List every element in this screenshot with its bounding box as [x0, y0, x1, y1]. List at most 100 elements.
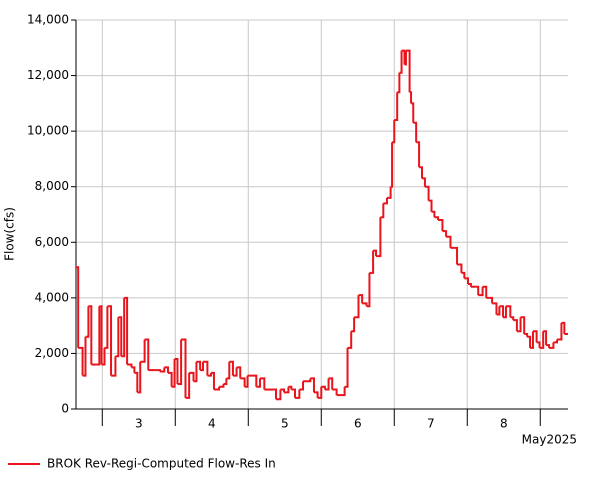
flow-step [189, 371, 195, 382]
flow-step [276, 389, 282, 401]
flow-step [496, 306, 501, 316]
flow-step [127, 363, 133, 368]
flow-step [561, 321, 566, 334]
x-day-label: 3 [135, 417, 143, 431]
flow-step [140, 339, 146, 363]
flow-step [144, 338, 150, 371]
flow-step [530, 331, 534, 349]
flow-step [461, 271, 466, 279]
flow-step [409, 91, 413, 104]
flow-step [291, 388, 296, 398]
flow-step [454, 246, 459, 265]
flow-step [524, 332, 529, 337]
flow-step [380, 203, 385, 219]
flow-step [177, 339, 183, 385]
flow-step [317, 386, 323, 399]
flow-step [104, 306, 109, 349]
flow-step [259, 377, 266, 390]
flow-step [185, 372, 191, 399]
flow-step [288, 385, 293, 390]
flow-step [513, 319, 518, 332]
flow-step [313, 391, 319, 398]
x-day-label: 7 [427, 417, 435, 431]
flow-step [464, 277, 469, 284]
y-tick-label: 0 [61, 402, 69, 416]
flow-step [428, 199, 433, 212]
x-day-label: 8 [500, 417, 508, 431]
flow-step [499, 305, 505, 318]
flow-step [434, 216, 440, 221]
y-tick-label: 8,000 [35, 179, 69, 193]
flow-step [200, 361, 205, 372]
flow-step [121, 297, 126, 358]
flow-step [303, 378, 312, 383]
flow-step [369, 250, 375, 274]
flow-step [111, 356, 117, 377]
flow-step [516, 317, 522, 333]
flow-step [273, 388, 278, 400]
flow-step [124, 296, 129, 365]
flow-step [240, 377, 246, 387]
flow-step [442, 230, 448, 237]
flow-step [232, 367, 238, 377]
flow-step [351, 317, 356, 333]
flow-step [520, 316, 526, 334]
flow-step [411, 102, 415, 123]
flow-step [401, 49, 406, 65]
flow-step [553, 339, 559, 344]
flow-step [386, 186, 392, 199]
flow-step [419, 166, 424, 179]
flow-step [167, 371, 173, 387]
flow-step [457, 263, 463, 273]
flow-step [328, 377, 334, 390]
flow-step [532, 330, 538, 343]
flow-step [438, 219, 444, 232]
flow-step [505, 305, 512, 318]
flow-step [431, 210, 436, 218]
flow-step [137, 361, 142, 394]
flow-step [373, 249, 378, 257]
flow-step [413, 121, 418, 143]
flow-step [211, 371, 215, 390]
flow-step [503, 306, 507, 319]
flow-step [174, 357, 179, 384]
x-axis-label: May2025 [522, 433, 577, 447]
flow-step [294, 389, 301, 399]
flow-step [383, 197, 388, 205]
flow-step [85, 306, 90, 338]
flow-step [543, 330, 548, 346]
flow-step [107, 305, 113, 376]
flow-step [546, 344, 551, 348]
flow-step [405, 49, 411, 93]
flow-step [101, 347, 106, 366]
flow-step [482, 285, 488, 298]
flow-step [397, 72, 401, 94]
flow-step [203, 360, 209, 376]
flow-step [229, 360, 234, 376]
flow-step [213, 386, 221, 391]
y-tick-label: 14,000 [27, 13, 69, 27]
flow-step [171, 358, 176, 388]
flow-step [394, 92, 399, 122]
flow-step [536, 341, 541, 348]
flow-step [247, 374, 258, 387]
flow-step [467, 282, 472, 287]
flow-step [236, 366, 242, 379]
flow-step [219, 383, 225, 388]
flow-step [131, 366, 136, 373]
flow-step [336, 386, 346, 397]
flow-step [159, 367, 166, 373]
flow-step [492, 302, 498, 315]
flow-step [82, 336, 87, 377]
flow-step [366, 272, 371, 308]
y-tick-label: 4,000 [35, 290, 69, 304]
flow-step [193, 361, 198, 383]
flow-step [557, 322, 563, 341]
y-tick-label: 6,000 [35, 235, 69, 249]
flow-step [96, 306, 101, 366]
flow-step [244, 375, 249, 388]
flow-step [299, 381, 305, 391]
y-tick-label: 10,000 [27, 124, 69, 138]
flow-step [118, 316, 123, 357]
